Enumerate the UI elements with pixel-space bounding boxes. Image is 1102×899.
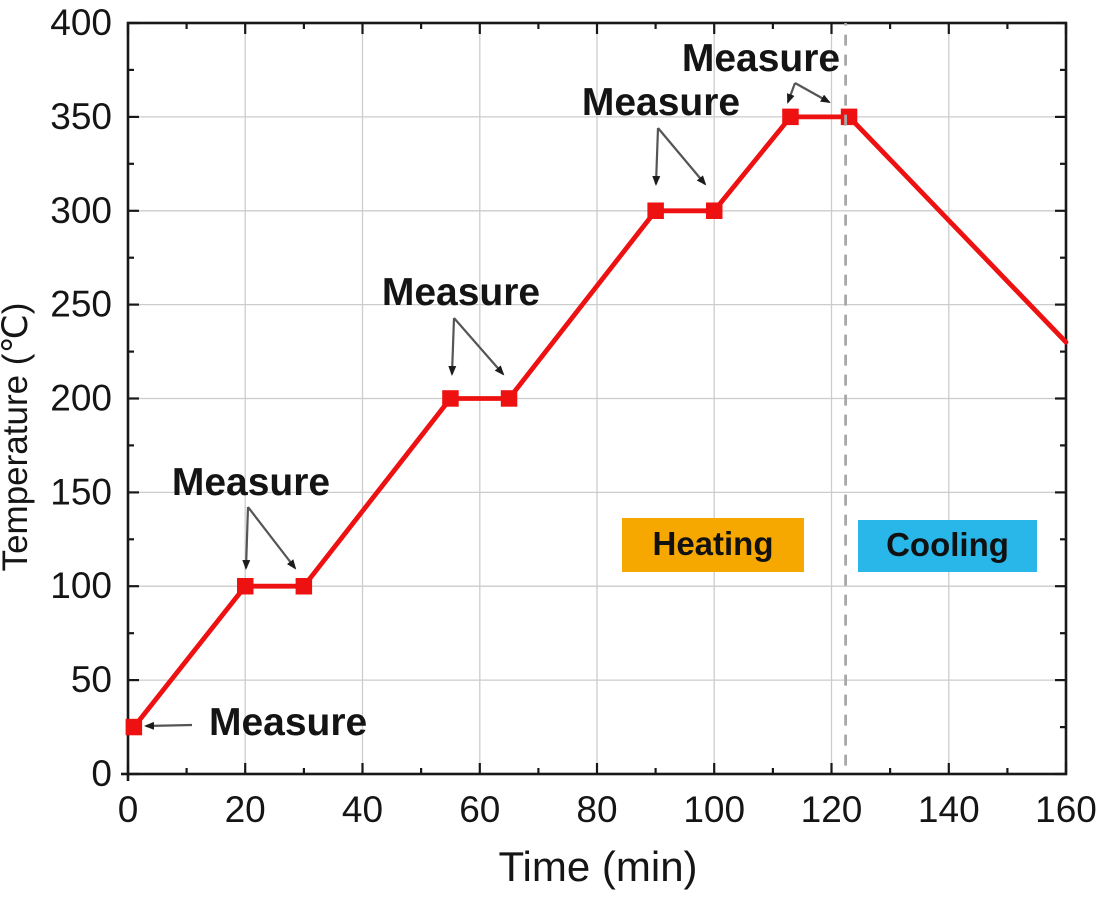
svg-text:300: 300 xyxy=(50,190,112,231)
svg-text:50: 50 xyxy=(71,659,112,700)
svg-text:Heating: Heating xyxy=(652,525,773,562)
svg-text:Time (min): Time (min) xyxy=(498,843,697,890)
svg-text:80: 80 xyxy=(576,789,617,830)
svg-text:Temperature (℃): Temperature (℃) xyxy=(0,303,35,572)
svg-text:120: 120 xyxy=(801,789,863,830)
svg-text:Cooling: Cooling xyxy=(886,526,1009,563)
svg-text:0: 0 xyxy=(118,789,139,830)
svg-text:350: 350 xyxy=(50,96,112,137)
svg-text:150: 150 xyxy=(50,471,112,512)
svg-text:400: 400 xyxy=(50,2,112,43)
svg-text:Measure: Measure xyxy=(382,271,540,314)
svg-text:Measure: Measure xyxy=(582,81,740,124)
svg-text:Measure: Measure xyxy=(172,461,330,504)
svg-text:Measure: Measure xyxy=(209,701,367,744)
svg-text:160: 160 xyxy=(1035,789,1097,830)
svg-text:140: 140 xyxy=(918,789,980,830)
svg-text:40: 40 xyxy=(342,789,383,830)
svg-text:200: 200 xyxy=(50,378,112,419)
svg-text:20: 20 xyxy=(225,789,266,830)
svg-text:100: 100 xyxy=(50,565,112,606)
svg-text:100: 100 xyxy=(683,789,745,830)
svg-text:250: 250 xyxy=(50,284,112,325)
svg-text:60: 60 xyxy=(459,789,500,830)
svg-text:Measure: Measure xyxy=(682,37,840,80)
svg-text:0: 0 xyxy=(91,753,112,794)
